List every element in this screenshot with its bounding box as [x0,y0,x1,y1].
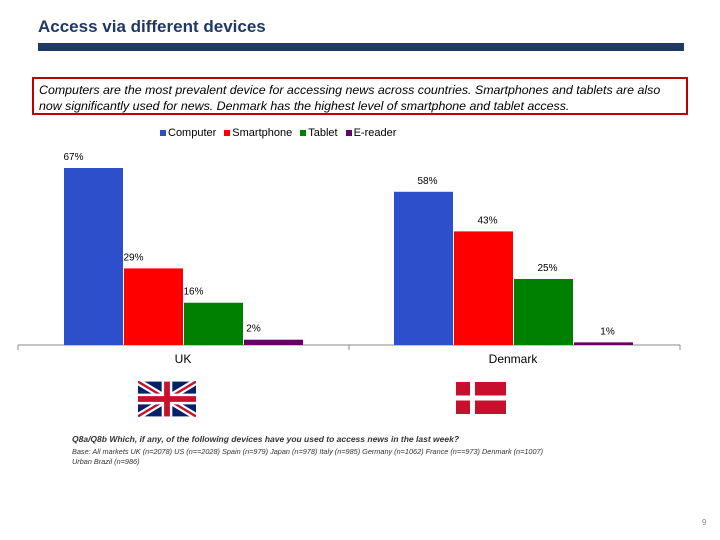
bar-e-reader-uk [244,339,303,345]
bar-tablet-uk [184,302,243,345]
bar-e-reader-denmark [574,342,633,345]
legend-item-e-reader: E-reader [345,127,397,139]
survey-base: Base: All markets UK (n=2078) US (n==202… [72,447,544,466]
legend-item-smartphone: Smartphone [224,127,292,139]
legend-label-tablet: Tablet [308,127,338,139]
chart-legend: Computer Smartphone Tablet E-reader [160,127,396,139]
denmark-flag-icon [456,382,506,414]
legend-swatch-e-reader [345,130,352,136]
summary-box: Computers are the most prevalent device … [32,77,688,115]
legend-swatch-computer [160,130,166,136]
legend-item-tablet: Tablet [300,127,338,139]
data-label-computer-uk: 67% [63,152,83,163]
bar-smartphone-denmark [454,231,513,345]
title-underline-bar [38,43,684,51]
data-label-e-reader-denmark: 1% [600,326,615,337]
data-label-computer-denmark: 58% [417,176,437,187]
category-label-uk: UK [175,352,192,366]
data-label-tablet-uk: 16% [183,287,203,298]
uk-flag-icon [138,381,196,417]
data-label-smartphone-uk: 29% [123,252,143,263]
category-label-denmark: Denmark [489,352,539,366]
bar-chart: 67% 29% 16% 2% UK 58% 43% 25% 1% Denmark [17,152,681,366]
legend-label-smartphone: Smartphone [232,127,293,139]
bar-tablet-denmark [514,278,573,345]
legend-swatch-smartphone [224,130,231,136]
legend-label-computer: Computer [168,127,217,139]
page-title: Access via different devices [38,17,266,36]
survey-question: Q8a/Q8b Which, if any, of the following … [72,434,460,444]
bar-smartphone-uk [124,268,183,345]
legend-item-computer: Computer [160,127,216,139]
data-label-e-reader-uk: 2% [246,324,261,335]
data-label-tablet-denmark: 25% [537,263,557,274]
bar-computer-uk [64,168,123,345]
legend-swatch-tablet [300,130,307,136]
page-number: 9 [702,518,707,527]
bar-computer-denmark [394,191,453,345]
legend-label-e-reader: E-reader [353,127,397,139]
data-label-smartphone-denmark: 43% [477,215,497,226]
